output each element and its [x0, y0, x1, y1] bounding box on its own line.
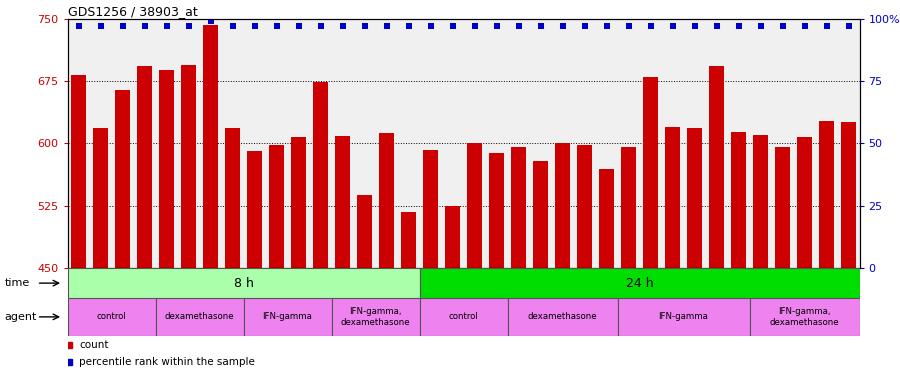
Bar: [401, 211, 416, 375]
Text: percentile rank within the sample: percentile rank within the sample: [79, 357, 256, 367]
Point: [71, 23, 86, 29]
Point: [269, 23, 284, 29]
Text: 8 h: 8 h: [234, 277, 254, 290]
Point: [203, 18, 218, 24]
Bar: [331, 298, 419, 336]
Point: [379, 23, 393, 29]
Point: [292, 23, 306, 29]
Bar: [115, 90, 130, 375]
Bar: [688, 128, 702, 375]
Bar: [71, 75, 86, 375]
Point: [555, 23, 570, 29]
Bar: [423, 150, 437, 375]
Text: IFN-gamma,
dexamethasone: IFN-gamma, dexamethasone: [770, 307, 840, 327]
Bar: [599, 169, 614, 375]
Bar: [732, 132, 745, 375]
Text: GDS1256 / 38903_at: GDS1256 / 38903_at: [68, 4, 197, 18]
Point: [225, 23, 239, 29]
Bar: [797, 137, 812, 375]
Bar: [313, 82, 328, 375]
Text: time: time: [4, 278, 30, 288]
Bar: [534, 161, 547, 375]
Point: [446, 23, 460, 29]
Point: [534, 23, 548, 29]
Bar: [511, 147, 526, 375]
Bar: [446, 206, 460, 375]
Bar: [419, 268, 860, 298]
Point: [115, 23, 130, 29]
Point: [159, 23, 174, 29]
Point: [511, 23, 526, 29]
Bar: [490, 153, 504, 375]
Point: [753, 23, 768, 29]
Text: IFN-gamma: IFN-gamma: [263, 312, 312, 321]
Text: agent: agent: [4, 312, 37, 322]
Point: [599, 23, 614, 29]
Bar: [776, 147, 789, 375]
Point: [423, 23, 437, 29]
Point: [357, 23, 372, 29]
Bar: [709, 66, 724, 375]
Text: control: control: [96, 312, 126, 321]
Bar: [578, 145, 591, 375]
Point: [732, 23, 746, 29]
Bar: [244, 298, 331, 336]
Bar: [357, 195, 372, 375]
Point: [709, 23, 724, 29]
Point: [819, 23, 833, 29]
Point: [621, 23, 635, 29]
Point: [775, 23, 789, 29]
Point: [313, 23, 328, 29]
Text: IFN-gamma: IFN-gamma: [659, 312, 708, 321]
Bar: [94, 129, 108, 375]
Bar: [68, 298, 156, 336]
Bar: [68, 268, 419, 298]
Bar: [617, 298, 750, 336]
Bar: [269, 145, 284, 375]
Bar: [292, 137, 306, 375]
Point: [181, 23, 195, 29]
Text: 24 h: 24 h: [626, 277, 653, 290]
Text: control: control: [448, 312, 479, 321]
Point: [797, 23, 812, 29]
Bar: [248, 151, 262, 375]
Bar: [225, 129, 239, 375]
Bar: [181, 65, 195, 375]
Bar: [508, 298, 617, 336]
Bar: [644, 77, 658, 375]
Point: [336, 23, 350, 29]
Point: [577, 23, 591, 29]
Point: [842, 23, 856, 29]
Point: [644, 23, 658, 29]
Text: count: count: [79, 340, 109, 350]
Point: [138, 23, 152, 29]
Bar: [336, 136, 349, 375]
Bar: [203, 26, 218, 375]
Text: IFN-gamma,
dexamethasone: IFN-gamma, dexamethasone: [341, 307, 410, 327]
Bar: [419, 298, 508, 336]
Bar: [621, 147, 635, 375]
Bar: [156, 298, 244, 336]
Bar: [819, 121, 833, 375]
Text: dexamethasone: dexamethasone: [165, 312, 234, 321]
Point: [665, 23, 680, 29]
Point: [401, 23, 416, 29]
Bar: [665, 127, 680, 375]
Bar: [555, 142, 570, 375]
Point: [94, 23, 108, 29]
Text: dexamethasone: dexamethasone: [527, 312, 598, 321]
Point: [467, 23, 482, 29]
Bar: [750, 298, 859, 336]
Bar: [159, 70, 174, 375]
Bar: [753, 135, 768, 375]
Bar: [138, 66, 151, 375]
Point: [490, 23, 504, 29]
Bar: [467, 142, 482, 375]
Point: [248, 23, 262, 29]
Bar: [842, 122, 856, 375]
Bar: [380, 133, 393, 375]
Point: [688, 23, 702, 29]
